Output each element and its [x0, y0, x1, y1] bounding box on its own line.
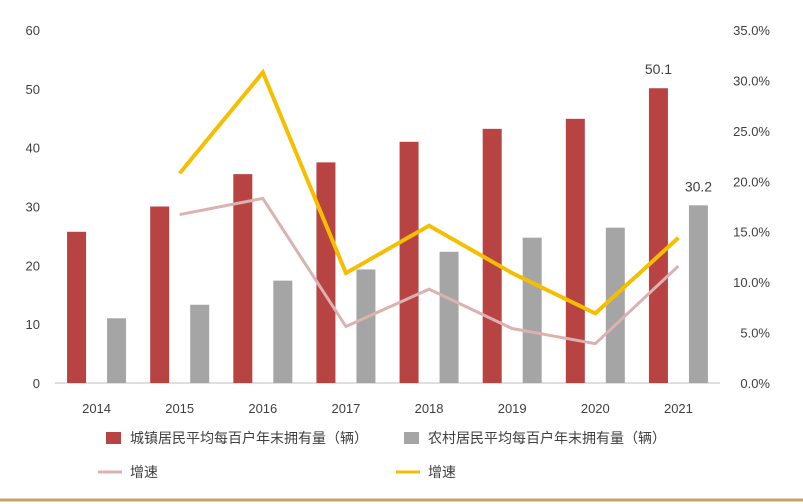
y-right-tick-label: 0.0%: [740, 376, 770, 391]
legend-label: 增速: [130, 465, 158, 481]
bar-urban: [316, 162, 336, 383]
y-left-tick-label: 60: [26, 23, 40, 38]
bar-urban: [150, 206, 170, 383]
bar-urban: [233, 174, 253, 383]
axes: 0 10 20 30 40 50 60 0.0% 5.0% 10.0% 15.0% 20.0% 25.0…: [26, 23, 771, 416]
x-tick-label: 2016: [248, 401, 277, 416]
bar-urban: [399, 141, 419, 383]
labels: 50.1 30.2: [645, 61, 712, 194]
bar-rural: [190, 304, 210, 383]
y-right-tick-label: 10.0%: [733, 275, 770, 290]
growth-line-urban: [179, 196, 680, 346]
y-right-tick-label: 30.0%: [733, 73, 770, 88]
legend: 城镇居民平均每百户年末拥有量（辆） 农村居民平均每百户年末拥有量（辆） 增速 增速: [98, 430, 666, 481]
bar-rural: [273, 280, 293, 383]
bar-rural: [605, 227, 625, 383]
data-label: 50.1: [645, 61, 672, 77]
x-tick-label: 2017: [331, 401, 360, 416]
x-tick-label: 2018: [415, 401, 444, 416]
bar-rural: [688, 205, 708, 383]
y-right-tick-label: 20.0%: [733, 174, 770, 189]
bars: [67, 88, 708, 384]
bar-urban: [648, 88, 668, 384]
legend-swatch: [106, 432, 121, 444]
legend-swatch: [404, 432, 419, 444]
x-tick-label: 2019: [498, 401, 527, 416]
y-left-tick-label: 30: [26, 200, 40, 215]
y-right-tick-label: 35.0%: [733, 23, 770, 38]
y-left-tick-label: 10: [26, 317, 40, 332]
x-tick-label: 2014: [82, 401, 111, 416]
x-tick-label: 2021: [664, 401, 693, 416]
bar-urban: [482, 128, 502, 383]
bar-urban: [565, 118, 585, 384]
x-tick-label: 2015: [165, 401, 194, 416]
legend-label: 农村居民平均每百户年末拥有量（辆）: [428, 430, 666, 447]
y-right-tick-label: 5.0%: [740, 326, 770, 341]
data-label: 30.2: [685, 178, 712, 194]
legend-label: 城镇居民平均每百户年末拥有量（辆）: [130, 430, 368, 447]
bar-rural: [356, 269, 376, 383]
bar-urban: [67, 231, 87, 383]
bar-rural: [439, 251, 459, 383]
y-left-tick-label: 40: [26, 141, 40, 156]
y-left-tick-label: 50: [26, 82, 40, 97]
growth-line-rural: [178, 68, 680, 316]
lines: [178, 68, 680, 346]
y-right-tick-label: 25.0%: [733, 124, 770, 139]
x-tick-label: 2020: [581, 401, 610, 416]
bar-rural: [522, 237, 542, 383]
y-right-tick-label: 15.0%: [733, 225, 770, 240]
bar-rural: [107, 318, 127, 383]
y-left-tick-label: 20: [26, 258, 40, 273]
y-left-tick-label: 0: [33, 376, 40, 391]
legend-label: 增速: [428, 465, 456, 481]
